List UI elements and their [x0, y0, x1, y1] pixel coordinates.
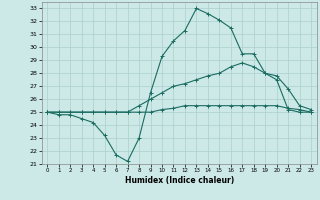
X-axis label: Humidex (Indice chaleur): Humidex (Indice chaleur) [124, 176, 234, 185]
